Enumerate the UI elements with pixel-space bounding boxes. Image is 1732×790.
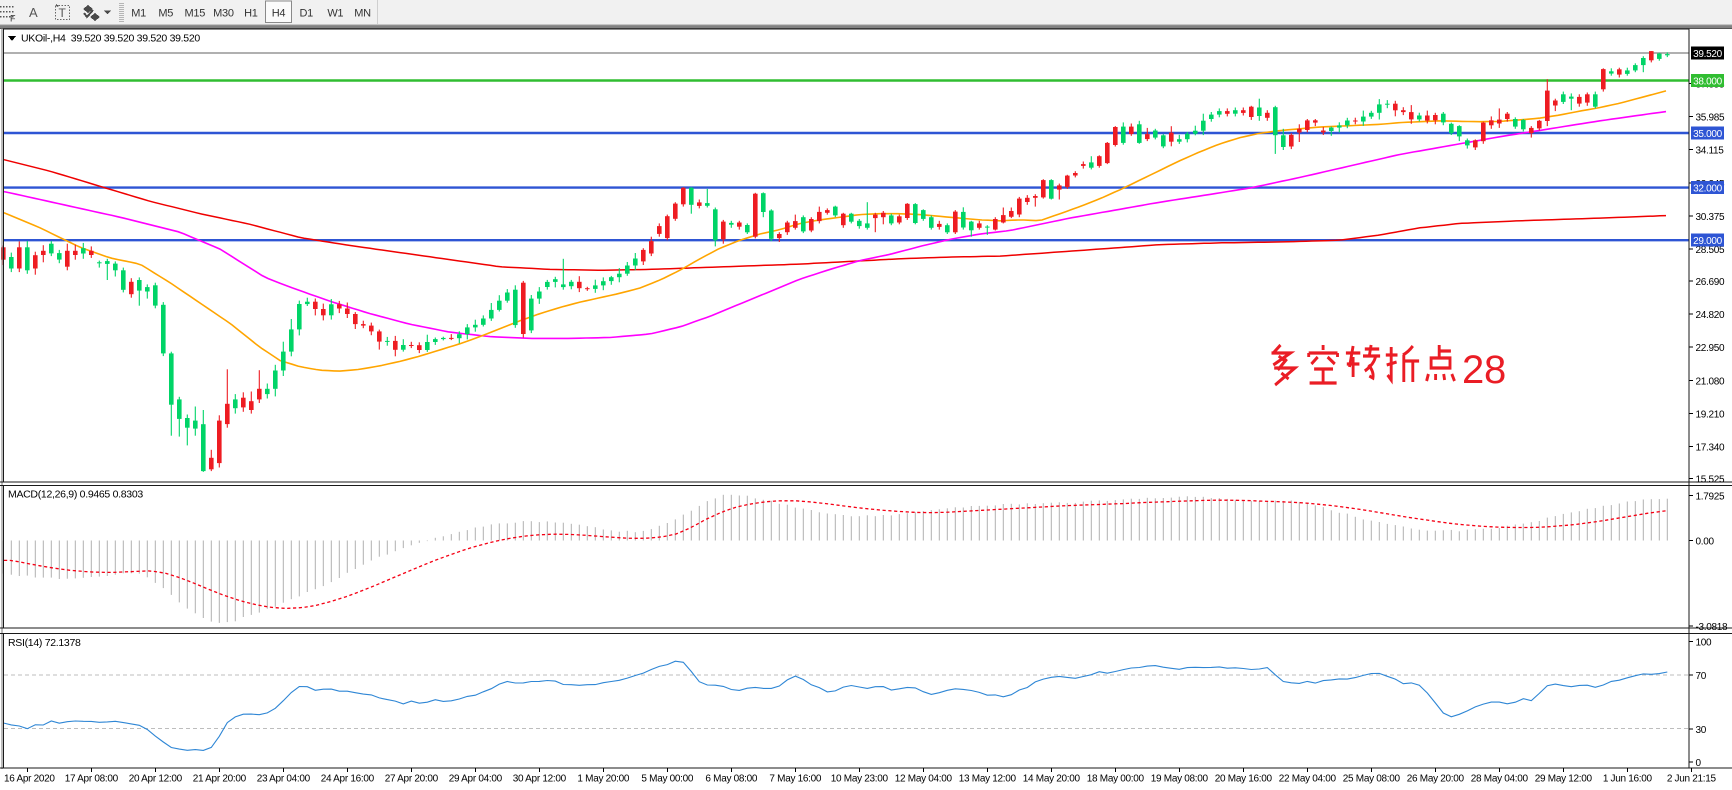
svg-text:24.820: 24.820 [1696, 310, 1726, 321]
svg-text:RSI(14) 72.1378: RSI(14) 72.1378 [8, 637, 81, 649]
svg-text:13 May 12:00: 13 May 12:00 [959, 774, 1017, 785]
svg-text:MN: MN [354, 8, 371, 20]
svg-text:12 May 04:00: 12 May 04:00 [895, 774, 953, 785]
svg-text:M5: M5 [158, 8, 173, 20]
svg-text:34.115: 34.115 [1696, 146, 1725, 157]
svg-text:32.000: 32.000 [1693, 184, 1723, 195]
svg-text:UKOil-,H4 39.520 39.520 39.52: UKOil-,H4 39.520 39.520 39.520 39.520 [21, 33, 200, 45]
svg-text:14 May 20:00: 14 May 20:00 [1023, 774, 1081, 785]
svg-text:29 May 12:00: 29 May 12:00 [1535, 774, 1593, 785]
svg-text:38.000: 38.000 [1693, 77, 1723, 88]
svg-text:F: F [10, 14, 16, 24]
svg-text:27 Apr 20:00: 27 Apr 20:00 [385, 774, 439, 785]
svg-text:M1: M1 [131, 8, 146, 20]
svg-text:H4: H4 [272, 8, 286, 20]
svg-text:-3.0818: -3.0818 [1696, 622, 1729, 633]
svg-text:28: 28 [1462, 348, 1506, 392]
svg-text:1 Jun 16:00: 1 Jun 16:00 [1603, 774, 1653, 785]
svg-text:0.00: 0.00 [1696, 537, 1715, 548]
svg-text:39.520: 39.520 [1693, 49, 1723, 60]
svg-text:10 May 23:00: 10 May 23:00 [831, 774, 889, 785]
svg-text:19 May 08:00: 19 May 08:00 [1151, 774, 1209, 785]
svg-text:17.340: 17.340 [1696, 443, 1726, 454]
svg-text:30: 30 [1696, 725, 1707, 736]
svg-text:21.080: 21.080 [1696, 376, 1726, 387]
svg-text:T: T [59, 6, 67, 20]
svg-text:26 May 20:00: 26 May 20:00 [1407, 774, 1465, 785]
svg-text:2 Jun 21:15: 2 Jun 21:15 [1667, 774, 1717, 785]
svg-text:5 May 00:00: 5 May 00:00 [641, 774, 693, 785]
svg-text:MACD(12,26,9) 0.9465 0.8303: MACD(12,26,9) 0.9465 0.8303 [8, 489, 143, 501]
svg-text:35.000: 35.000 [1693, 129, 1723, 140]
svg-text:19.210: 19.210 [1696, 409, 1726, 420]
svg-text:100: 100 [1696, 638, 1713, 649]
svg-text:20 Apr 12:00: 20 Apr 12:00 [129, 774, 183, 785]
svg-text:0: 0 [1696, 758, 1702, 769]
svg-text:1.7925: 1.7925 [1696, 492, 1726, 503]
svg-text:28.505: 28.505 [1696, 245, 1726, 256]
svg-text:M30: M30 [213, 8, 234, 20]
svg-text:70: 70 [1696, 671, 1707, 682]
svg-text:22.950: 22.950 [1696, 343, 1726, 354]
svg-text:23 Apr 04:00: 23 Apr 04:00 [257, 774, 311, 785]
svg-text:29.000: 29.000 [1693, 236, 1723, 247]
svg-text:24 Apr 16:00: 24 Apr 16:00 [321, 774, 375, 785]
svg-text:28 May 04:00: 28 May 04:00 [1471, 774, 1529, 785]
svg-text:A: A [29, 5, 38, 20]
svg-text:15.525: 15.525 [1696, 475, 1726, 486]
svg-text:H1: H1 [244, 8, 258, 20]
svg-text:18 May 00:00: 18 May 00:00 [1087, 774, 1145, 785]
svg-text:6 May 08:00: 6 May 08:00 [705, 774, 757, 785]
svg-text:17 Apr 08:00: 17 Apr 08:00 [65, 774, 119, 785]
svg-text:D1: D1 [299, 8, 313, 20]
svg-text:30.375: 30.375 [1696, 212, 1726, 223]
svg-text:22 May 04:00: 22 May 04:00 [1279, 774, 1337, 785]
svg-text:35.985: 35.985 [1696, 113, 1726, 124]
svg-text:25 May 08:00: 25 May 08:00 [1343, 774, 1401, 785]
svg-text:21 Apr 20:00: 21 Apr 20:00 [193, 774, 247, 785]
svg-text:W1: W1 [327, 8, 343, 20]
svg-text:29 Apr 04:00: 29 Apr 04:00 [449, 774, 503, 785]
svg-text:20 May 16:00: 20 May 16:00 [1215, 774, 1273, 785]
svg-text:M15: M15 [185, 8, 206, 20]
svg-text:7 May 16:00: 7 May 16:00 [769, 774, 821, 785]
svg-text:16 Apr 2020: 16 Apr 2020 [4, 774, 55, 785]
svg-text:1 May 20:00: 1 May 20:00 [577, 774, 629, 785]
svg-text:30 Apr 12:00: 30 Apr 12:00 [513, 774, 567, 785]
svg-text:26.690: 26.690 [1696, 277, 1726, 288]
